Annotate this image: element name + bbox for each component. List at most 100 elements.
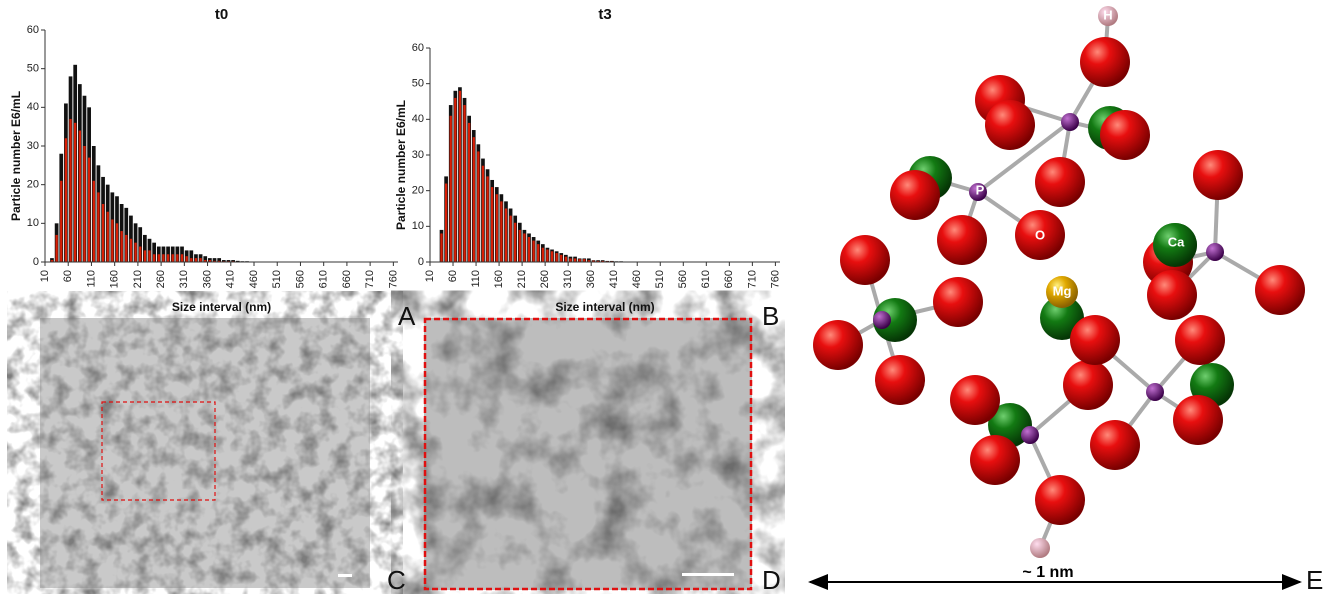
- y-tick-label: 30: [412, 149, 424, 161]
- x-tick-label: 260: [539, 270, 551, 288]
- bar: [134, 242, 137, 262]
- x-tick-label: 360: [201, 270, 213, 288]
- y-tick-label: 50: [27, 63, 39, 75]
- bar: [171, 254, 174, 262]
- bar: [203, 256, 208, 262]
- bar: [217, 258, 222, 262]
- scale-bar: [682, 573, 734, 576]
- x-tick-label: 210: [132, 270, 144, 288]
- bar: [185, 256, 188, 262]
- bar: [231, 260, 235, 262]
- atom: [873, 298, 917, 342]
- atom: [873, 311, 891, 329]
- bar: [564, 256, 568, 262]
- atom: [937, 215, 987, 265]
- bar: [587, 260, 591, 262]
- x-tick-label: 110: [470, 270, 482, 288]
- x-tick-label: 710: [746, 270, 758, 288]
- x-tick-label: 310: [178, 270, 190, 288]
- x-tick-label: 560: [677, 270, 689, 288]
- bar: [514, 222, 517, 262]
- atom: [1070, 315, 1120, 365]
- atom-label: Mg: [1053, 283, 1072, 298]
- bar: [596, 260, 600, 262]
- atom: [1046, 276, 1078, 308]
- bar: [463, 105, 466, 262]
- bar: [55, 234, 58, 262]
- bar: [449, 115, 452, 263]
- micrograph-d: [423, 317, 753, 591]
- zoom-box: [101, 401, 216, 501]
- bar: [532, 240, 535, 262]
- bar: [491, 187, 494, 262]
- x-tick-label: 210: [516, 270, 528, 288]
- bar: [467, 122, 471, 263]
- bar: [78, 130, 81, 262]
- bar: [569, 258, 572, 262]
- atom: [1035, 157, 1085, 207]
- atom: [890, 170, 940, 220]
- bar: [166, 254, 170, 262]
- atom: [933, 277, 983, 327]
- bar: [162, 254, 165, 262]
- bar: [194, 258, 198, 262]
- x-tick-label: 560: [294, 270, 306, 288]
- bar: [560, 254, 563, 262]
- chart-title: t0: [215, 6, 228, 23]
- atom: [1030, 538, 1050, 558]
- y-tick-label: 10: [27, 217, 39, 229]
- x-tick-label: 660: [723, 270, 735, 288]
- bar: [180, 254, 184, 262]
- y-axis-label: Particle number E6/mL: [394, 100, 408, 230]
- bar: [120, 231, 123, 262]
- bar: [101, 204, 105, 262]
- bar: [60, 180, 63, 262]
- atom: [1015, 210, 1065, 260]
- panel-label: B: [762, 301, 779, 331]
- bar: [139, 246, 142, 262]
- bar: [115, 223, 119, 262]
- x-tick-label: 760: [387, 270, 399, 288]
- bar: [97, 192, 100, 262]
- bar: [69, 118, 72, 262]
- y-tick-label: 50: [412, 78, 424, 90]
- bar: [541, 247, 544, 262]
- atom-label: P: [976, 182, 985, 197]
- x-tick-label: 610: [700, 270, 712, 288]
- y-tick-label: 10: [412, 220, 424, 232]
- bar: [537, 244, 540, 262]
- x-tick-label: 260: [155, 270, 167, 288]
- bar: [458, 90, 462, 262]
- bar: [486, 176, 489, 262]
- x-tick-label: 410: [225, 270, 237, 288]
- bar: [152, 242, 157, 262]
- bar: [106, 211, 109, 262]
- panel-label: C: [387, 565, 406, 594]
- bar: [509, 215, 512, 262]
- bar: [143, 250, 147, 262]
- bar: [454, 97, 457, 262]
- bar: [212, 258, 217, 262]
- atom: [969, 183, 987, 201]
- atom-label: O: [1035, 227, 1045, 242]
- bar: [472, 137, 475, 262]
- atom: [840, 235, 890, 285]
- bar: [50, 260, 54, 262]
- bar: [125, 234, 128, 262]
- bar: [50, 258, 54, 262]
- x-tick-label: 660: [341, 270, 353, 288]
- bar: [518, 229, 521, 262]
- bar: [573, 258, 577, 262]
- atom: [1255, 265, 1305, 315]
- bar: [218, 260, 221, 262]
- atom: [1146, 383, 1164, 401]
- y-tick-label: 20: [412, 185, 424, 197]
- bar: [592, 260, 595, 262]
- bar: [157, 254, 160, 262]
- bar: [504, 208, 508, 262]
- atom-label: H: [1103, 7, 1112, 22]
- bar: [92, 180, 95, 262]
